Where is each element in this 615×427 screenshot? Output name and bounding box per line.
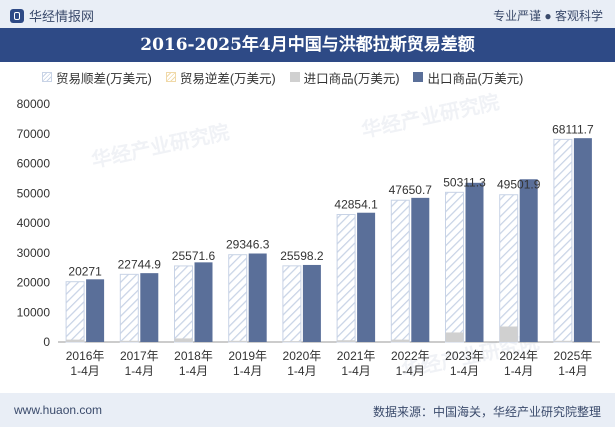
bar-export-9 [573, 138, 592, 342]
legend-item-deficit: 贸易逆差(万美元) [165, 68, 276, 87]
legend-swatch-deficit [165, 72, 176, 82]
bar-surplus-5 [336, 214, 356, 343]
data-label-5: 42854.1 [334, 198, 378, 212]
x-tick-label-5-0: 2021年 [337, 349, 376, 363]
bar-export-1 [140, 273, 159, 342]
y-tick-label-1: 10000 [17, 305, 51, 319]
x-tick-label-2-0: 2018年 [174, 349, 213, 363]
title-bar: 2016-2025年4月中国与洪都拉斯贸易差额 [0, 28, 615, 62]
legend-label-deficit: 贸易逆差(万美元) [179, 71, 276, 86]
bar-surplus-9 [553, 138, 573, 343]
legend-item-export: 出口商品(万美元) [413, 68, 523, 87]
bar-export-8 [519, 179, 538, 342]
footer-bar: www.huaon.com 数据来源：中国海关，华经产业研究院整理 [0, 393, 615, 427]
x-tick-label-9-1: 1-4月 [558, 364, 587, 378]
bar-import-8 [499, 326, 518, 342]
data-label-9: 68111.7 [552, 122, 594, 136]
x-tick-label-1-1: 1-4月 [125, 364, 154, 378]
y-tick-label-0: 0 [43, 335, 50, 349]
bar-surplus-1 [119, 273, 139, 343]
legend-item-import: 进口商品(万美元) [289, 68, 400, 87]
bar-import-3 [228, 340, 247, 342]
y-tick-label-2: 20000 [17, 276, 51, 290]
legend-swatch-import [289, 72, 300, 82]
tagline: 专业严谨 ● 客观科学 [493, 9, 603, 23]
legend-label-export: 出口商品(万美元) [427, 71, 524, 86]
data-label-4: 25598.2 [280, 249, 324, 263]
bar-import-4 [282, 341, 301, 342]
bar-surplus-8 [499, 194, 519, 343]
y-tick-label-5: 50000 [17, 186, 51, 200]
bar-export-0 [86, 279, 105, 342]
bar-import-6 [391, 339, 410, 342]
bar-surplus-4 [282, 265, 302, 343]
x-tick-label-6-0: 2022年 [391, 349, 430, 363]
legend-swatch-surplus [42, 72, 52, 82]
data-label-8: 49501.9 [497, 178, 541, 192]
bar-import-2 [174, 338, 193, 342]
bar-surplus-0 [65, 281, 85, 343]
bar-surplus-3 [228, 254, 248, 343]
x-tick-label-0-0: 2016年 [66, 349, 105, 363]
data-label-3: 29346.3 [226, 238, 270, 252]
brand-logo-icon [10, 8, 24, 23]
data-label-6: 47650.7 [389, 183, 433, 197]
y-tick-label-3: 30000 [17, 246, 51, 260]
brand-name: 华经情报网 [29, 9, 95, 24]
bar-import-5 [337, 340, 356, 342]
brand: 华经情报网 [10, 6, 94, 25]
y-tick-label-8: 80000 [17, 97, 51, 111]
x-tick-label-8-0: 2024年 [499, 349, 538, 363]
bar-export-4 [302, 264, 321, 342]
bar-import-0 [66, 339, 85, 342]
legend-swatch-export [413, 72, 424, 82]
bar-export-7 [465, 182, 484, 342]
x-tick-label-7-0: 2023年 [445, 349, 484, 363]
footer-source: 数据来源：中国海关，华经产业研究院整理 [372, 405, 601, 419]
x-tick-label-4-1: 1-4月 [287, 364, 316, 378]
bar-export-2 [194, 262, 213, 342]
y-tick-label-6: 60000 [17, 157, 51, 171]
chart-plot: 0 10000 20000 30000 40000 50000 60000 70000 8000… [17, 97, 600, 378]
bar-import-1 [120, 340, 139, 342]
bar-export-6 [411, 197, 430, 342]
x-tick-label-6-1: 1-4月 [396, 364, 425, 378]
x-tick-label-9-0: 2025年 [554, 349, 593, 363]
x-tick-label-7-1: 1-4月 [450, 364, 479, 378]
bar-import-9 [553, 340, 572, 342]
data-label-1: 22744.9 [118, 257, 162, 271]
bar-import-7 [445, 332, 464, 342]
chart-legend: 贸易顺差(万美元) 贸易逆差(万美元) 进口商品(万美元) 出口商品(万美元) [42, 68, 537, 86]
x-tick-label-1-0: 2017年 [120, 349, 159, 363]
footer-site: www.huaon.com [14, 403, 103, 417]
bar-surplus-2 [174, 265, 193, 343]
data-label-0: 20271 [68, 265, 102, 279]
top-bar: 华经情报网 专业严谨 ● 客观科学 [0, 0, 615, 28]
x-tick-label-3-1: 1-4月 [233, 364, 262, 378]
x-tick-label-5-1: 1-4月 [341, 364, 370, 378]
chart-title: 2016-2025年4月中国与洪都拉斯贸易差额 [140, 35, 475, 55]
data-label-7: 50311.3 [443, 175, 486, 189]
x-tick-label-8-1: 1-4月 [504, 364, 533, 378]
bar-export-5 [357, 212, 376, 342]
x-tick-label-4-0: 2020年 [283, 349, 322, 363]
y-tick-label-7: 70000 [17, 127, 51, 141]
x-tick-label-0-1: 1-4月 [70, 364, 99, 378]
x-tick-label-2-1: 1-4月 [179, 364, 208, 378]
x-tick-label-3-0: 2019年 [228, 349, 267, 363]
bar-export-3 [248, 253, 267, 342]
legend-label-import: 进口商品(万美元) [303, 71, 400, 86]
legend-item-surplus: 贸易顺差(万美元) [42, 68, 152, 87]
bar-surplus-6 [390, 199, 410, 343]
y-tick-label-4: 40000 [17, 216, 51, 230]
bar-surplus-7 [445, 191, 464, 343]
legend-label-surplus: 贸易顺差(万美元) [56, 71, 152, 86]
data-label-2: 25571.6 [172, 249, 216, 263]
